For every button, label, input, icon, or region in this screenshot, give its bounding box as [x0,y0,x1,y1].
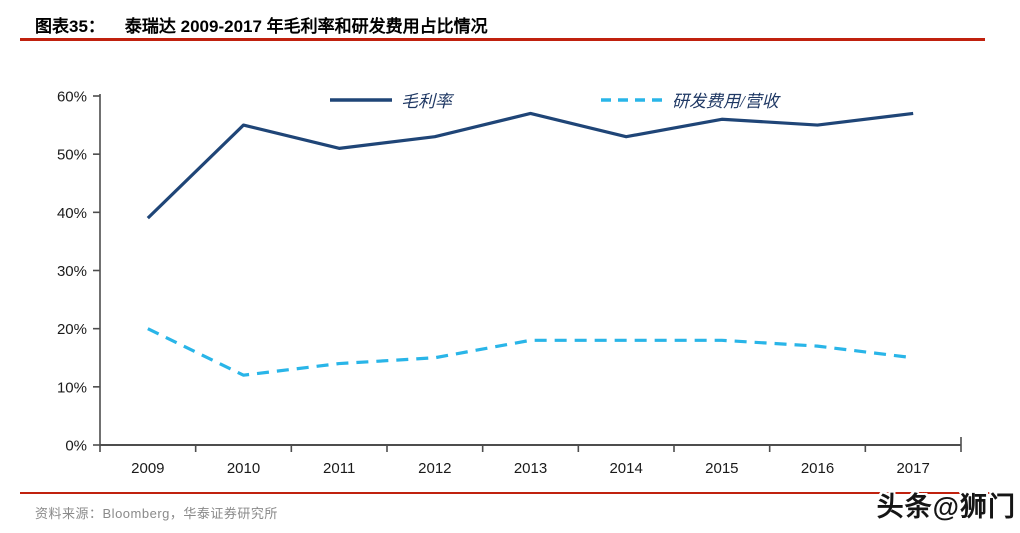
y-axis-tick-label: 40% [57,205,87,222]
watermark: 头条@狮门 [876,492,1016,522]
figure-number: 图表35： [35,17,105,36]
series-rd-ratio [147,327,914,377]
source-note: 资料来源：Bloomberg，华泰证券研究所 [35,503,278,522]
x-axis-tick-label: 2016 [801,460,834,477]
source-label: 资料来源： [35,506,103,521]
legend-label: 毛利率 [401,92,455,111]
x-axis-tick-label: 2015 [705,460,738,477]
y-axis-tick-label: 50% [57,147,87,164]
series-gross-margin [146,111,914,220]
source-text: Bloomberg，华泰证券研究所 [102,506,278,521]
x-axis-tick-label: 2014 [609,460,642,477]
y-axis-tick-label: 30% [57,263,87,280]
y-axis-tick-label: 0% [65,438,87,455]
x-axis-tick-label: 2012 [418,460,451,477]
top-divider [20,38,985,41]
figure-header: 图表35： 泰瑞达 2009-2017 年毛利率和研发费用占比情况 [35,12,488,37]
bottom-divider [20,492,1012,494]
x-axis-tick-label: 2010 [227,460,260,477]
y-axis-tick-label: 10% [57,379,87,396]
x-axis-tick-label: 2011 [323,460,355,477]
x-axis-tick-label: 2009 [131,460,164,477]
x-axis-tick-label: 2017 [896,460,929,477]
legend-label: 研发费用/营收 [672,92,781,111]
figure-title: 泰瑞达 2009-2017 年毛利率和研发费用占比情况 [124,17,488,36]
x-axis-tick-label: 2013 [514,460,547,477]
y-axis-tick-label: 20% [57,321,87,338]
y-axis-tick-label: 60% [57,89,87,106]
